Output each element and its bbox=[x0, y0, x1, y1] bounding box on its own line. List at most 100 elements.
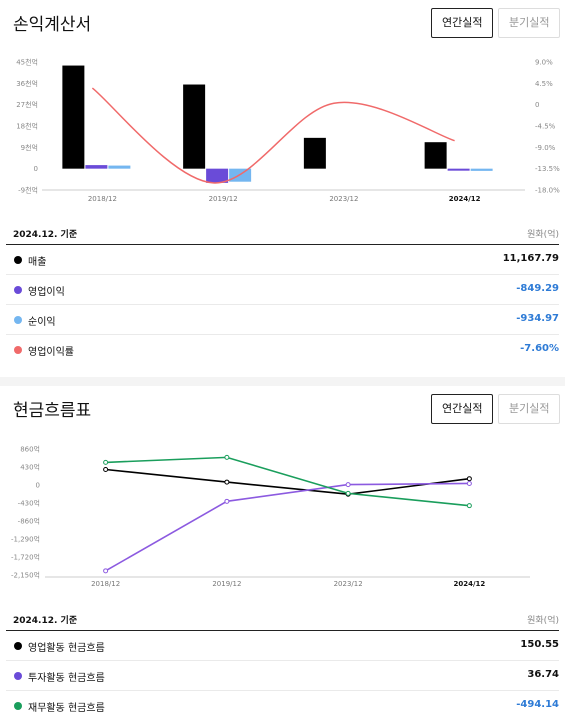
cashflow-row-value: 36.74 bbox=[527, 669, 559, 680]
income-basis-date: 2024.12. 기준 bbox=[13, 230, 78, 240]
cashflow-title: 현금흐름표 bbox=[13, 401, 92, 421]
income-row: 순이익 -934.97 bbox=[6, 305, 559, 335]
cashflow-quarter-toggle[interactable]: 분기실적 bbox=[498, 394, 561, 424]
income-row-value: -849.29 bbox=[516, 283, 559, 294]
series-point-투자활동 현금흐름 bbox=[103, 568, 109, 574]
legend-dot-icon bbox=[14, 672, 22, 680]
y2-axis-tick-label: 9.0% bbox=[535, 59, 553, 67]
y2-axis-tick-label: -13.5% bbox=[535, 165, 560, 173]
y-axis-tick-label: -1,290억 bbox=[11, 536, 40, 544]
operating-margin-line bbox=[91, 87, 455, 184]
cashflow-row-label: 투자활동 현금흐름 bbox=[28, 673, 105, 684]
cashflow-row-label: 영업활동 현금흐름 bbox=[28, 643, 105, 654]
bar-영업이익 bbox=[447, 168, 470, 171]
cashflow-table-rule bbox=[6, 630, 559, 631]
y2-axis-tick-label: -9.0% bbox=[535, 144, 556, 152]
bar-매출 bbox=[62, 65, 85, 169]
series-point-재무활동 현금흐름 bbox=[466, 503, 472, 509]
y2-axis-tick-label: 4.5% bbox=[535, 80, 553, 88]
series-line-재무활동 현금흐름 bbox=[105, 456, 470, 507]
series-point-재무활동 현금흐름 bbox=[224, 454, 230, 460]
income-row-label: 영업이익률 bbox=[28, 347, 74, 358]
cashflow-row-value: 150.55 bbox=[520, 639, 559, 650]
y-axis-tick-label: 9천억 bbox=[21, 143, 38, 152]
y2-axis-tick-label: 0 bbox=[535, 101, 539, 109]
cashflow-row-label: 재무활동 현금흐름 bbox=[28, 703, 105, 714]
series-point-영업활동 현금흐름 bbox=[224, 479, 230, 485]
income-annual-toggle[interactable]: 연간실적 bbox=[431, 8, 494, 38]
income-row: 매출 11,167.79 bbox=[6, 245, 559, 275]
cashflow-unit: 원화(억) bbox=[527, 616, 559, 626]
income-quarter-toggle[interactable]: 분기실적 bbox=[498, 8, 561, 38]
series-line-영업활동 현금흐름 bbox=[105, 468, 470, 496]
income-table-rule bbox=[6, 244, 559, 245]
bar-영업이익 bbox=[206, 168, 229, 183]
bar-매출 bbox=[183, 84, 206, 169]
series-point-재무활동 현금흐름 bbox=[345, 490, 351, 496]
income-statement-section: 손익계산서 연간실적 분기실적 45천억 36천억 27천억 18천억 9천억 0 -9천억… bbox=[0, 8, 565, 365]
income-row-label: 순이익 bbox=[28, 317, 56, 328]
legend-dot-icon bbox=[14, 256, 22, 264]
income-row-value: 11,167.79 bbox=[502, 253, 559, 264]
income-row-label: 매출 bbox=[28, 257, 47, 268]
legend-dot-icon bbox=[14, 702, 22, 710]
x-axis-tick-label: 2018/12 bbox=[88, 195, 117, 203]
series-point-영업활동 현금흐름 bbox=[466, 476, 472, 482]
x-axis-tick-label: 2023/12 bbox=[329, 195, 358, 203]
y-axis-tick-label: 0 bbox=[36, 482, 40, 490]
bar-영업이익 bbox=[85, 165, 108, 169]
y-axis-tick-label: -430억 bbox=[18, 500, 40, 508]
x-axis-tick-label: 2024/12 bbox=[449, 195, 481, 203]
x-axis-tick-label: 2019/12 bbox=[212, 580, 241, 588]
cashflow-section: 현금흐름표 연간실적 분기실적 860억 430억 0 -430억 -860억 -1,29… bbox=[0, 386, 565, 717]
x-axis-tick-label: 2023/12 bbox=[334, 580, 363, 588]
y-axis-tick-label: 430억 bbox=[20, 464, 40, 472]
bar-순이익 bbox=[470, 168, 493, 171]
income-row-label: 영업이익 bbox=[28, 287, 65, 298]
y-axis-tick-label: -860억 bbox=[18, 518, 40, 526]
bar-매출 bbox=[303, 137, 326, 169]
series-point-투자활동 현금흐름 bbox=[224, 498, 230, 504]
y-axis-tick-label: 45천억 bbox=[16, 58, 38, 67]
y-axis-tick-label: 36천억 bbox=[16, 79, 38, 88]
y-axis-tick-label: 18천억 bbox=[16, 122, 38, 131]
income-row-value: -7.60% bbox=[520, 343, 559, 354]
legend-dot-icon bbox=[14, 642, 22, 650]
y-axis-tick-label: 860억 bbox=[20, 446, 40, 454]
y2-axis-tick-label: -18.0% bbox=[535, 187, 560, 195]
y-axis-tick-label: -1,720억 bbox=[11, 554, 40, 562]
income-chart: 45천억 36천억 27천억 18천억 9천억 0 -9천억 9.0% 4.5% 0 -4.5% -9… bbox=[0, 52, 565, 207]
cashflow-chart-svg: 860억 430억 0 -430억 -860억 -1,290억 -1,720억 -2,150억… bbox=[11, 446, 530, 588]
x-axis-tick-label: 2024/12 bbox=[453, 580, 485, 588]
income-row: 영업이익 -849.29 bbox=[6, 275, 559, 305]
cashflow-row: 영업활동 현금흐름 150.55 bbox=[6, 631, 559, 661]
y-axis-tick-label: 27천억 bbox=[16, 100, 38, 109]
bar-순이익 bbox=[108, 165, 131, 169]
cashflow-annual-toggle[interactable]: 연간실적 bbox=[431, 394, 494, 424]
cashflow-row: 재무활동 현금흐름 -494.14 bbox=[6, 691, 559, 717]
cashflow-row: 투자활동 현금흐름 36.74 bbox=[6, 661, 559, 691]
income-row: 영업이익률 -7.60% bbox=[6, 335, 559, 365]
bar-매출 bbox=[424, 142, 447, 169]
income-unit: 원화(억) bbox=[527, 230, 559, 240]
y-axis-tick-label: -2,150억 bbox=[11, 572, 40, 580]
section-divider bbox=[0, 377, 565, 386]
y2-axis-tick-label: -4.5% bbox=[535, 123, 556, 131]
legend-dot-icon bbox=[14, 346, 22, 354]
cashflow-row-value: -494.14 bbox=[516, 699, 559, 710]
y-axis-tick-label: -9천억 bbox=[18, 186, 38, 195]
x-axis-tick-label: 2019/12 bbox=[209, 195, 238, 203]
income-row-value: -934.97 bbox=[516, 313, 559, 324]
cashflow-chart: 860억 430억 0 -430억 -860억 -1,290억 -1,720억 -2,150억… bbox=[0, 441, 565, 596]
income-chart-svg: 45천억 36천억 27천억 18천억 9천억 0 -9천억 9.0% 4.5% 0 -4.5% -9… bbox=[16, 58, 560, 204]
cashflow-basis-date: 2024.12. 기준 bbox=[13, 616, 78, 626]
legend-dot-icon bbox=[14, 316, 22, 324]
y-axis-tick-label: 0 bbox=[34, 165, 38, 173]
series-point-투자활동 현금흐름 bbox=[466, 480, 472, 486]
x-axis-tick-label: 2018/12 bbox=[91, 580, 120, 588]
series-line-투자활동 현금흐름 bbox=[105, 482, 470, 572]
series-point-투자활동 현금흐름 bbox=[345, 482, 351, 488]
series-point-영업활동 현금흐름 bbox=[103, 467, 109, 473]
legend-dot-icon bbox=[14, 286, 22, 294]
series-point-재무활동 현금흐름 bbox=[103, 459, 109, 465]
